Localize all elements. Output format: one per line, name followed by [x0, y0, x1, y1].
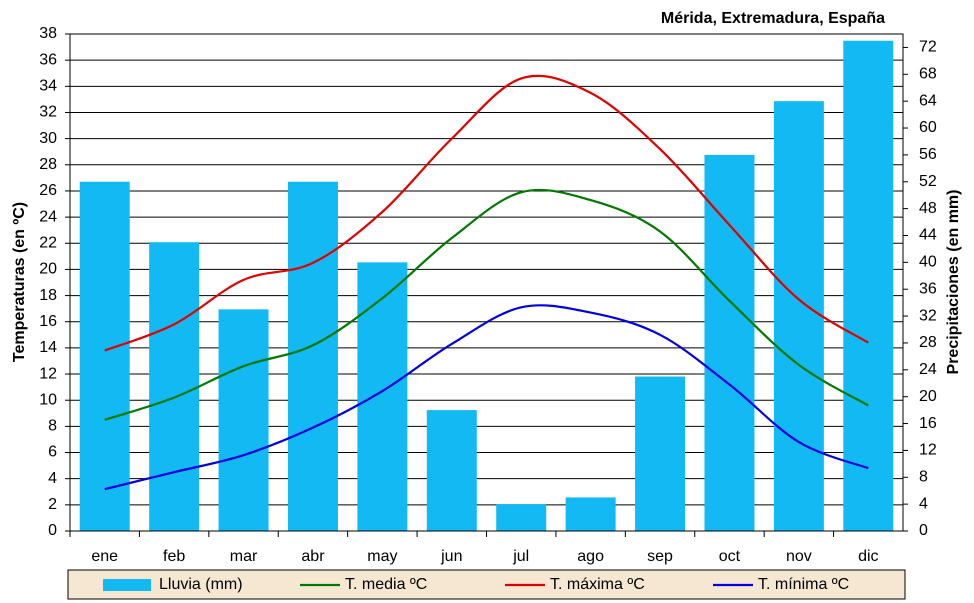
bar [565, 497, 616, 531]
x-tick-label: may [367, 548, 397, 565]
y-tick-label: 36 [39, 51, 57, 68]
bar [218, 309, 269, 531]
y-tick-label: 0 [48, 522, 57, 539]
y-axis-title: Temperaturas (en ºC) [11, 202, 28, 362]
x-tick-label: mar [230, 548, 258, 565]
bar [635, 376, 686, 531]
plot-border [69, 33, 904, 532]
y2-tick-label: 0 [919, 522, 928, 539]
x-tick-label: sep [647, 548, 673, 565]
legend-label: T. máxima ºC [550, 576, 645, 593]
y-tick-label: 14 [39, 339, 57, 356]
plot-area [70, 34, 903, 531]
x-tick-label: nov [786, 548, 812, 565]
y-tick-label: 6 [48, 444, 57, 461]
y2-tick-label: 28 [919, 334, 937, 351]
y2-tick-label: 32 [919, 307, 937, 324]
x-tick-label: jun [440, 548, 462, 565]
y-tick-label: 34 [39, 78, 57, 95]
legend-swatch [103, 579, 151, 591]
x-tick-label: ago [577, 548, 604, 565]
y2-tick-label: 68 [919, 66, 937, 83]
y2-tick-label: 20 [919, 388, 937, 405]
y2-tick-label: 4 [919, 495, 928, 512]
y2-tick-label: 40 [919, 254, 937, 271]
y2-axis-title: Precipitaciones (en mm) [945, 190, 962, 375]
y2-tick-label: 8 [919, 468, 928, 485]
y-tick-label: 12 [39, 365, 57, 382]
y2-tick-label: 72 [919, 39, 937, 56]
bar [704, 154, 755, 531]
bar [357, 262, 408, 531]
y-tick-label: 20 [39, 261, 57, 278]
x-tick-label: oct [719, 548, 741, 565]
y-tick-label: 16 [39, 313, 57, 330]
bar [79, 181, 130, 531]
y-tick-label: 30 [39, 130, 57, 147]
y2-tick-label: 12 [919, 442, 937, 459]
y2-tick-label: 60 [919, 119, 937, 136]
line [104, 188, 869, 421]
line [104, 304, 869, 491]
y2-tick-label: 64 [919, 92, 937, 109]
y-tick-label: 10 [39, 391, 57, 408]
y2-tick-label: 44 [919, 227, 937, 244]
y-tick-label: 26 [39, 182, 57, 199]
bar [426, 410, 477, 531]
legend-label: Lluvia (mm) [159, 576, 243, 593]
y-tick-label: 24 [39, 208, 57, 225]
y-tick-label: 32 [39, 104, 57, 121]
x-tick-label: dic [858, 548, 878, 565]
y-tick-label: 2 [48, 496, 57, 513]
y-tick-label: 4 [48, 470, 57, 487]
y2-tick-label: 56 [919, 146, 937, 163]
legend-label: T. media ºC [345, 576, 427, 593]
y-tick-label: 18 [39, 287, 57, 304]
y2-tick-label: 48 [919, 200, 937, 217]
bar [287, 181, 338, 531]
bar [149, 242, 200, 531]
x-tick-label: feb [163, 548, 185, 565]
y-tick-label: 8 [48, 418, 57, 435]
bar [496, 504, 547, 531]
x-tick-label: ene [91, 548, 118, 565]
y-tick-label: 38 [39, 25, 57, 42]
bar [843, 40, 894, 531]
y2-tick-label: 36 [919, 280, 937, 297]
legend [67, 569, 906, 600]
y2-tick-label: 52 [919, 173, 937, 190]
bar [773, 101, 824, 531]
line [104, 74, 869, 352]
chart-title: Mérida, Extremadura, España [661, 10, 885, 27]
x-tick-label: abr [301, 548, 325, 565]
y-tick-label: 28 [39, 156, 57, 173]
y2-tick-label: 16 [919, 415, 937, 432]
y-tick-label: 22 [39, 234, 57, 251]
legend-label: T. mínima ºC [758, 576, 849, 593]
x-tick-label: jul [512, 548, 529, 565]
y2-tick-label: 24 [919, 361, 937, 378]
